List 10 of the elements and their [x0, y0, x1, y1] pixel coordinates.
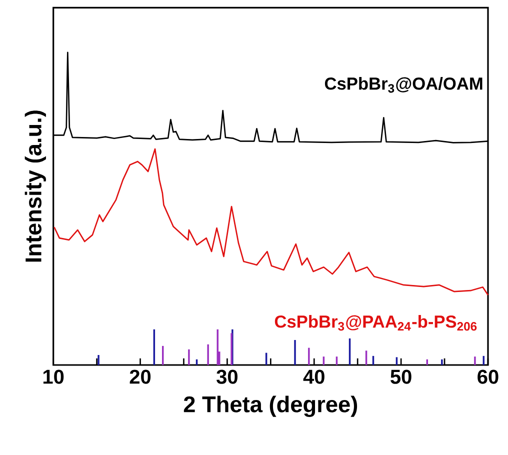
x-tick-label: 10 — [43, 370, 64, 384]
x-tick-label: 60 — [478, 370, 498, 384]
x-tick-label: 30 — [216, 370, 238, 384]
y-axis-title: Intensity (a.u.) — [24, 110, 46, 262]
x-tick-label: 50 — [390, 370, 412, 384]
x-tick-label: 20 — [130, 370, 151, 384]
x-axis-title: 2 Theta (degree) — [184, 396, 358, 417]
series-label: CsPbBr$_{3}$@PAA$_{24}$-b-PS$_{206}$ — [274, 315, 477, 331]
x-tick-label: 40 — [303, 370, 324, 384]
text: CsPbBr$_{3}$@OA/OAM — [324, 77, 482, 93]
